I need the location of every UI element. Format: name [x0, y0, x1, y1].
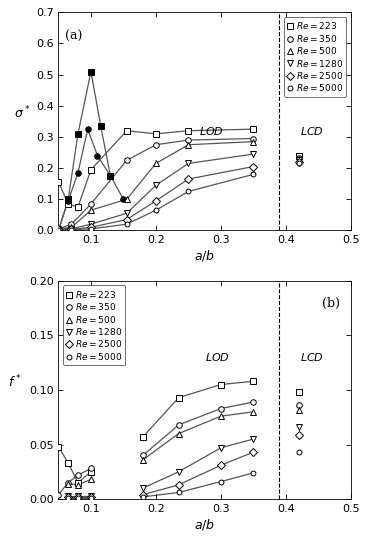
- Text: $LOD$: $LOD$: [205, 352, 230, 363]
- X-axis label: $a/b$: $a/b$: [194, 248, 215, 263]
- Text: $LOD$: $LOD$: [199, 125, 224, 137]
- Text: (b): (b): [322, 298, 340, 310]
- Text: (a): (a): [65, 30, 82, 43]
- Y-axis label: $f^*$: $f^*$: [8, 373, 22, 390]
- X-axis label: $a/b$: $a/b$: [194, 517, 215, 532]
- Legend: $Re = 223$, $Re = 350$, $Re = 500$, $Re = 1280$, $Re = 2500$, $Re = 5000$: $Re = 223$, $Re = 350$, $Re = 500$, $Re …: [284, 17, 346, 97]
- Text: $LCD$: $LCD$: [300, 125, 324, 137]
- Text: $LCD$: $LCD$: [300, 352, 324, 363]
- Legend: $Re = 223$, $Re = 350$, $Re = 500$, $Re = 1280$, $Re = 2500$, $Re = 5000$: $Re = 223$, $Re = 350$, $Re = 500$, $Re …: [63, 286, 125, 366]
- Y-axis label: $\sigma^*$: $\sigma^*$: [14, 105, 30, 122]
